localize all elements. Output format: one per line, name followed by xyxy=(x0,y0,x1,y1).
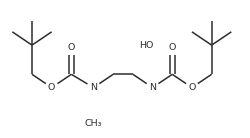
Text: O: O xyxy=(168,43,175,52)
Text: N: N xyxy=(148,83,156,92)
Text: CH₃: CH₃ xyxy=(84,119,102,128)
Text: O: O xyxy=(68,43,75,52)
Text: N: N xyxy=(90,83,96,92)
Text: O: O xyxy=(188,83,195,92)
Text: O: O xyxy=(48,83,55,92)
Text: HO: HO xyxy=(139,41,153,50)
